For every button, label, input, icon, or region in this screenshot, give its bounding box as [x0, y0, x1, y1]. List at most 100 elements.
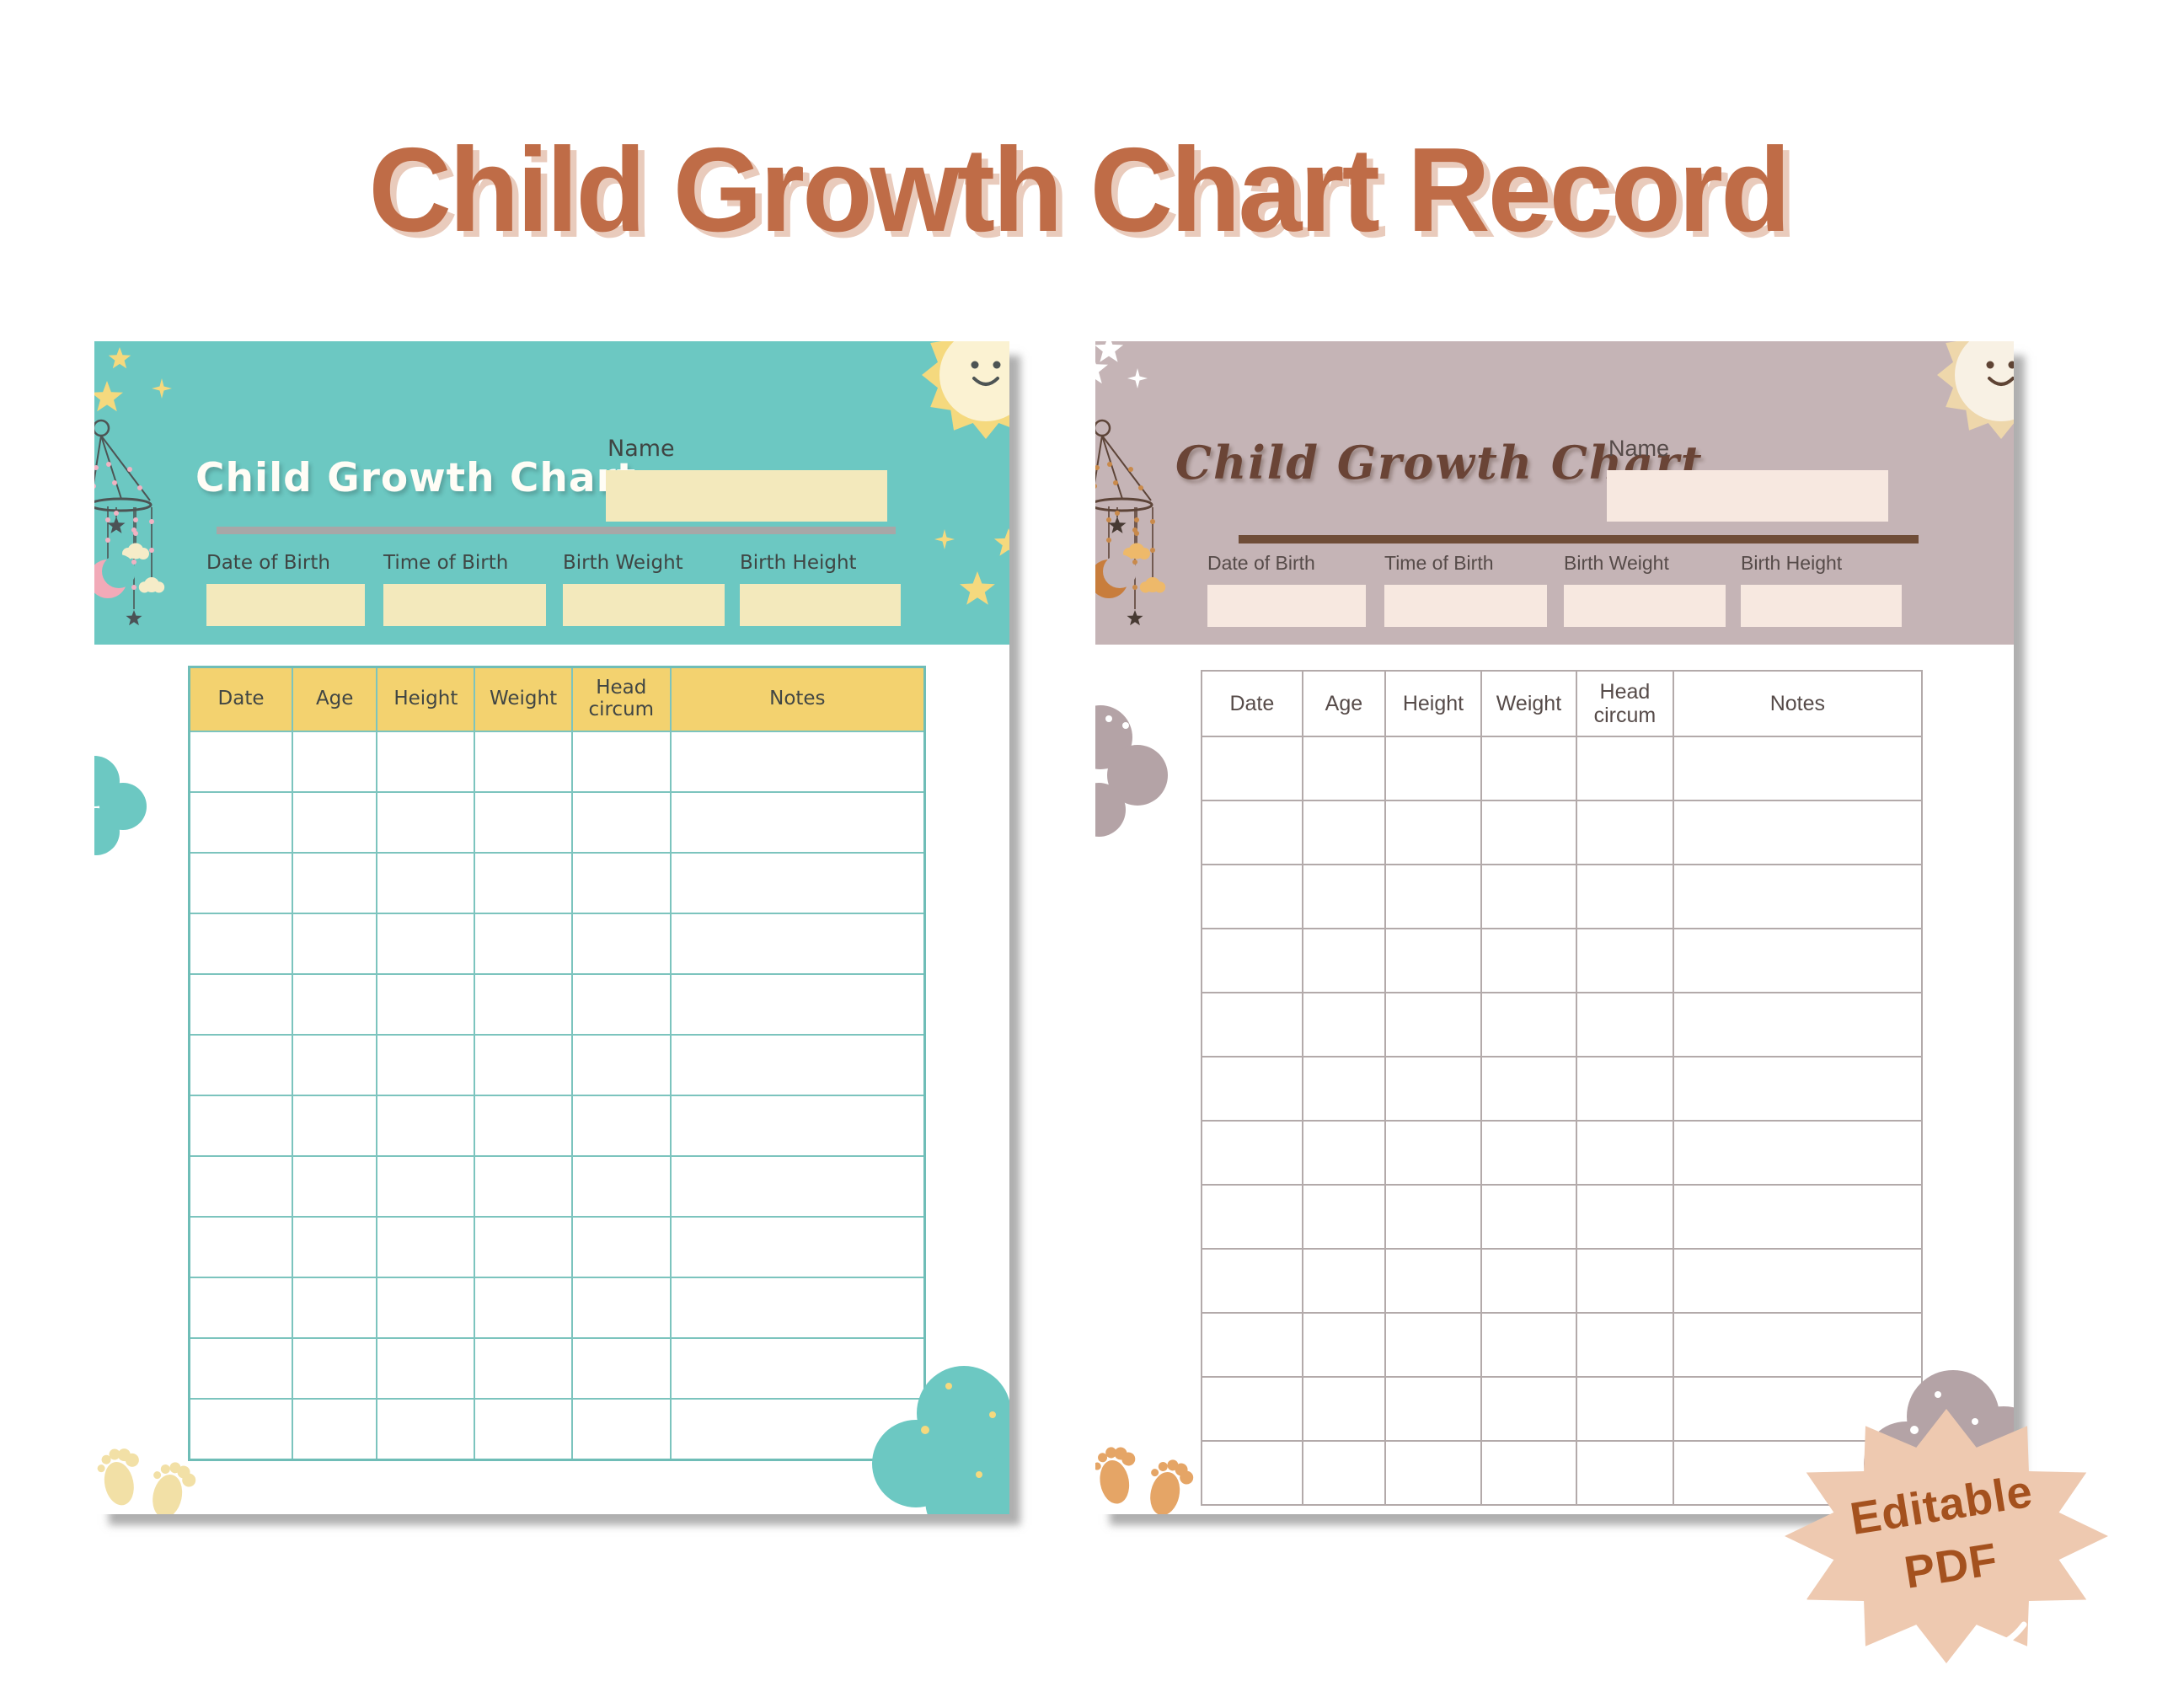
table-cell[interactable] — [1481, 801, 1576, 864]
table-cell[interactable] — [671, 1339, 923, 1398]
table-cell[interactable] — [1303, 993, 1385, 1056]
table-cell[interactable] — [475, 1096, 571, 1155]
table-cell[interactable] — [671, 1218, 923, 1277]
table-cell[interactable] — [1202, 801, 1302, 864]
table-cell[interactable] — [1202, 1442, 1302, 1504]
table-cell[interactable] — [377, 1218, 474, 1277]
table-cell[interactable] — [1481, 1314, 1576, 1376]
table-cell[interactable] — [1303, 1057, 1385, 1120]
table-cell[interactable] — [1303, 1250, 1385, 1312]
table-cell[interactable] — [1202, 1378, 1302, 1440]
table-cell[interactable] — [1577, 929, 1673, 992]
table-cell[interactable] — [1673, 865, 1921, 928]
table-cell[interactable] — [377, 914, 474, 973]
table-cell[interactable] — [1577, 1442, 1673, 1504]
table-cell[interactable] — [475, 975, 571, 1034]
table-cell[interactable] — [475, 1339, 571, 1398]
table-cell[interactable] — [1386, 1122, 1480, 1184]
table-cell[interactable] — [572, 854, 670, 913]
name-input[interactable] — [606, 470, 887, 522]
table-cell[interactable] — [190, 1339, 292, 1398]
table-cell[interactable] — [1673, 1250, 1921, 1312]
table-cell[interactable] — [377, 1157, 474, 1216]
table-cell[interactable] — [475, 1218, 571, 1277]
table-cell[interactable] — [1303, 865, 1385, 928]
table-cell[interactable] — [572, 1218, 670, 1277]
table-cell[interactable] — [1577, 993, 1673, 1056]
table-cell[interactable] — [1386, 737, 1480, 800]
table-cell[interactable] — [1673, 929, 1921, 992]
table-cell[interactable] — [572, 1400, 670, 1459]
table-cell[interactable] — [190, 914, 292, 973]
table-cell[interactable] — [377, 793, 474, 852]
table-cell[interactable] — [572, 1278, 670, 1337]
table-cell[interactable] — [475, 1157, 571, 1216]
table-cell[interactable] — [293, 975, 377, 1034]
table-cell[interactable] — [475, 1036, 571, 1095]
table-cell[interactable] — [671, 854, 923, 913]
table-cell[interactable] — [1577, 1250, 1673, 1312]
table-cell[interactable] — [572, 1339, 670, 1398]
table-cell[interactable] — [572, 1157, 670, 1216]
table-cell[interactable] — [190, 854, 292, 913]
table-cell[interactable] — [1202, 1122, 1302, 1184]
table-cell[interactable] — [1303, 801, 1385, 864]
table-cell[interactable] — [1202, 929, 1302, 992]
table-cell[interactable] — [1673, 1186, 1921, 1248]
table-cell[interactable] — [1386, 1057, 1480, 1120]
date-of-birth-input[interactable] — [206, 584, 365, 626]
table-cell[interactable] — [293, 854, 377, 913]
table-cell[interactable] — [671, 975, 923, 1034]
table-cell[interactable] — [1202, 1186, 1302, 1248]
table-cell[interactable] — [671, 1400, 923, 1459]
table-cell[interactable] — [1202, 1057, 1302, 1120]
table-cell[interactable] — [190, 975, 292, 1034]
table-cell[interactable] — [293, 1157, 377, 1216]
table-cell[interactable] — [1577, 1314, 1673, 1376]
birth-weight-input[interactable] — [1564, 585, 1726, 627]
table-cell[interactable] — [1303, 1378, 1385, 1440]
table-cell[interactable] — [293, 1278, 377, 1337]
table-cell[interactable] — [475, 914, 571, 973]
table-cell[interactable] — [475, 854, 571, 913]
table-cell[interactable] — [377, 1339, 474, 1398]
table-cell[interactable] — [1481, 993, 1576, 1056]
table-cell[interactable] — [1481, 1057, 1576, 1120]
table-cell[interactable] — [190, 1400, 292, 1459]
table-cell[interactable] — [190, 732, 292, 791]
table-cell[interactable] — [1481, 1250, 1576, 1312]
name-input[interactable] — [1607, 470, 1888, 522]
table-cell[interactable] — [572, 914, 670, 973]
table-cell[interactable] — [671, 732, 923, 791]
table-cell[interactable] — [671, 914, 923, 973]
table-cell[interactable] — [377, 975, 474, 1034]
table-cell[interactable] — [293, 1218, 377, 1277]
table-cell[interactable] — [1202, 737, 1302, 800]
table-cell[interactable] — [1386, 801, 1480, 864]
table-cell[interactable] — [293, 1339, 377, 1398]
table-cell[interactable] — [572, 732, 670, 791]
table-cell[interactable] — [1386, 1378, 1480, 1440]
time-of-birth-input[interactable] — [1384, 585, 1547, 627]
table-cell[interactable] — [1303, 1442, 1385, 1504]
table-cell[interactable] — [1577, 1186, 1673, 1248]
table-cell[interactable] — [1386, 993, 1480, 1056]
table-cell[interactable] — [475, 732, 571, 791]
table-cell[interactable] — [1577, 1057, 1673, 1120]
table-cell[interactable] — [1577, 737, 1673, 800]
table-cell[interactable] — [475, 1278, 571, 1337]
table-cell[interactable] — [377, 1278, 474, 1337]
table-cell[interactable] — [1481, 1442, 1576, 1504]
table-cell[interactable] — [293, 1400, 377, 1459]
table-cell[interactable] — [1673, 1057, 1921, 1120]
table-cell[interactable] — [1481, 929, 1576, 992]
table-cell[interactable] — [572, 793, 670, 852]
table-cell[interactable] — [671, 1157, 923, 1216]
table-cell[interactable] — [293, 793, 377, 852]
date-of-birth-input[interactable] — [1207, 585, 1366, 627]
table-cell[interactable] — [1577, 865, 1673, 928]
table-cell[interactable] — [377, 1096, 474, 1155]
table-cell[interactable] — [1386, 1442, 1480, 1504]
table-cell[interactable] — [293, 732, 377, 791]
table-cell[interactable] — [1303, 1186, 1385, 1248]
